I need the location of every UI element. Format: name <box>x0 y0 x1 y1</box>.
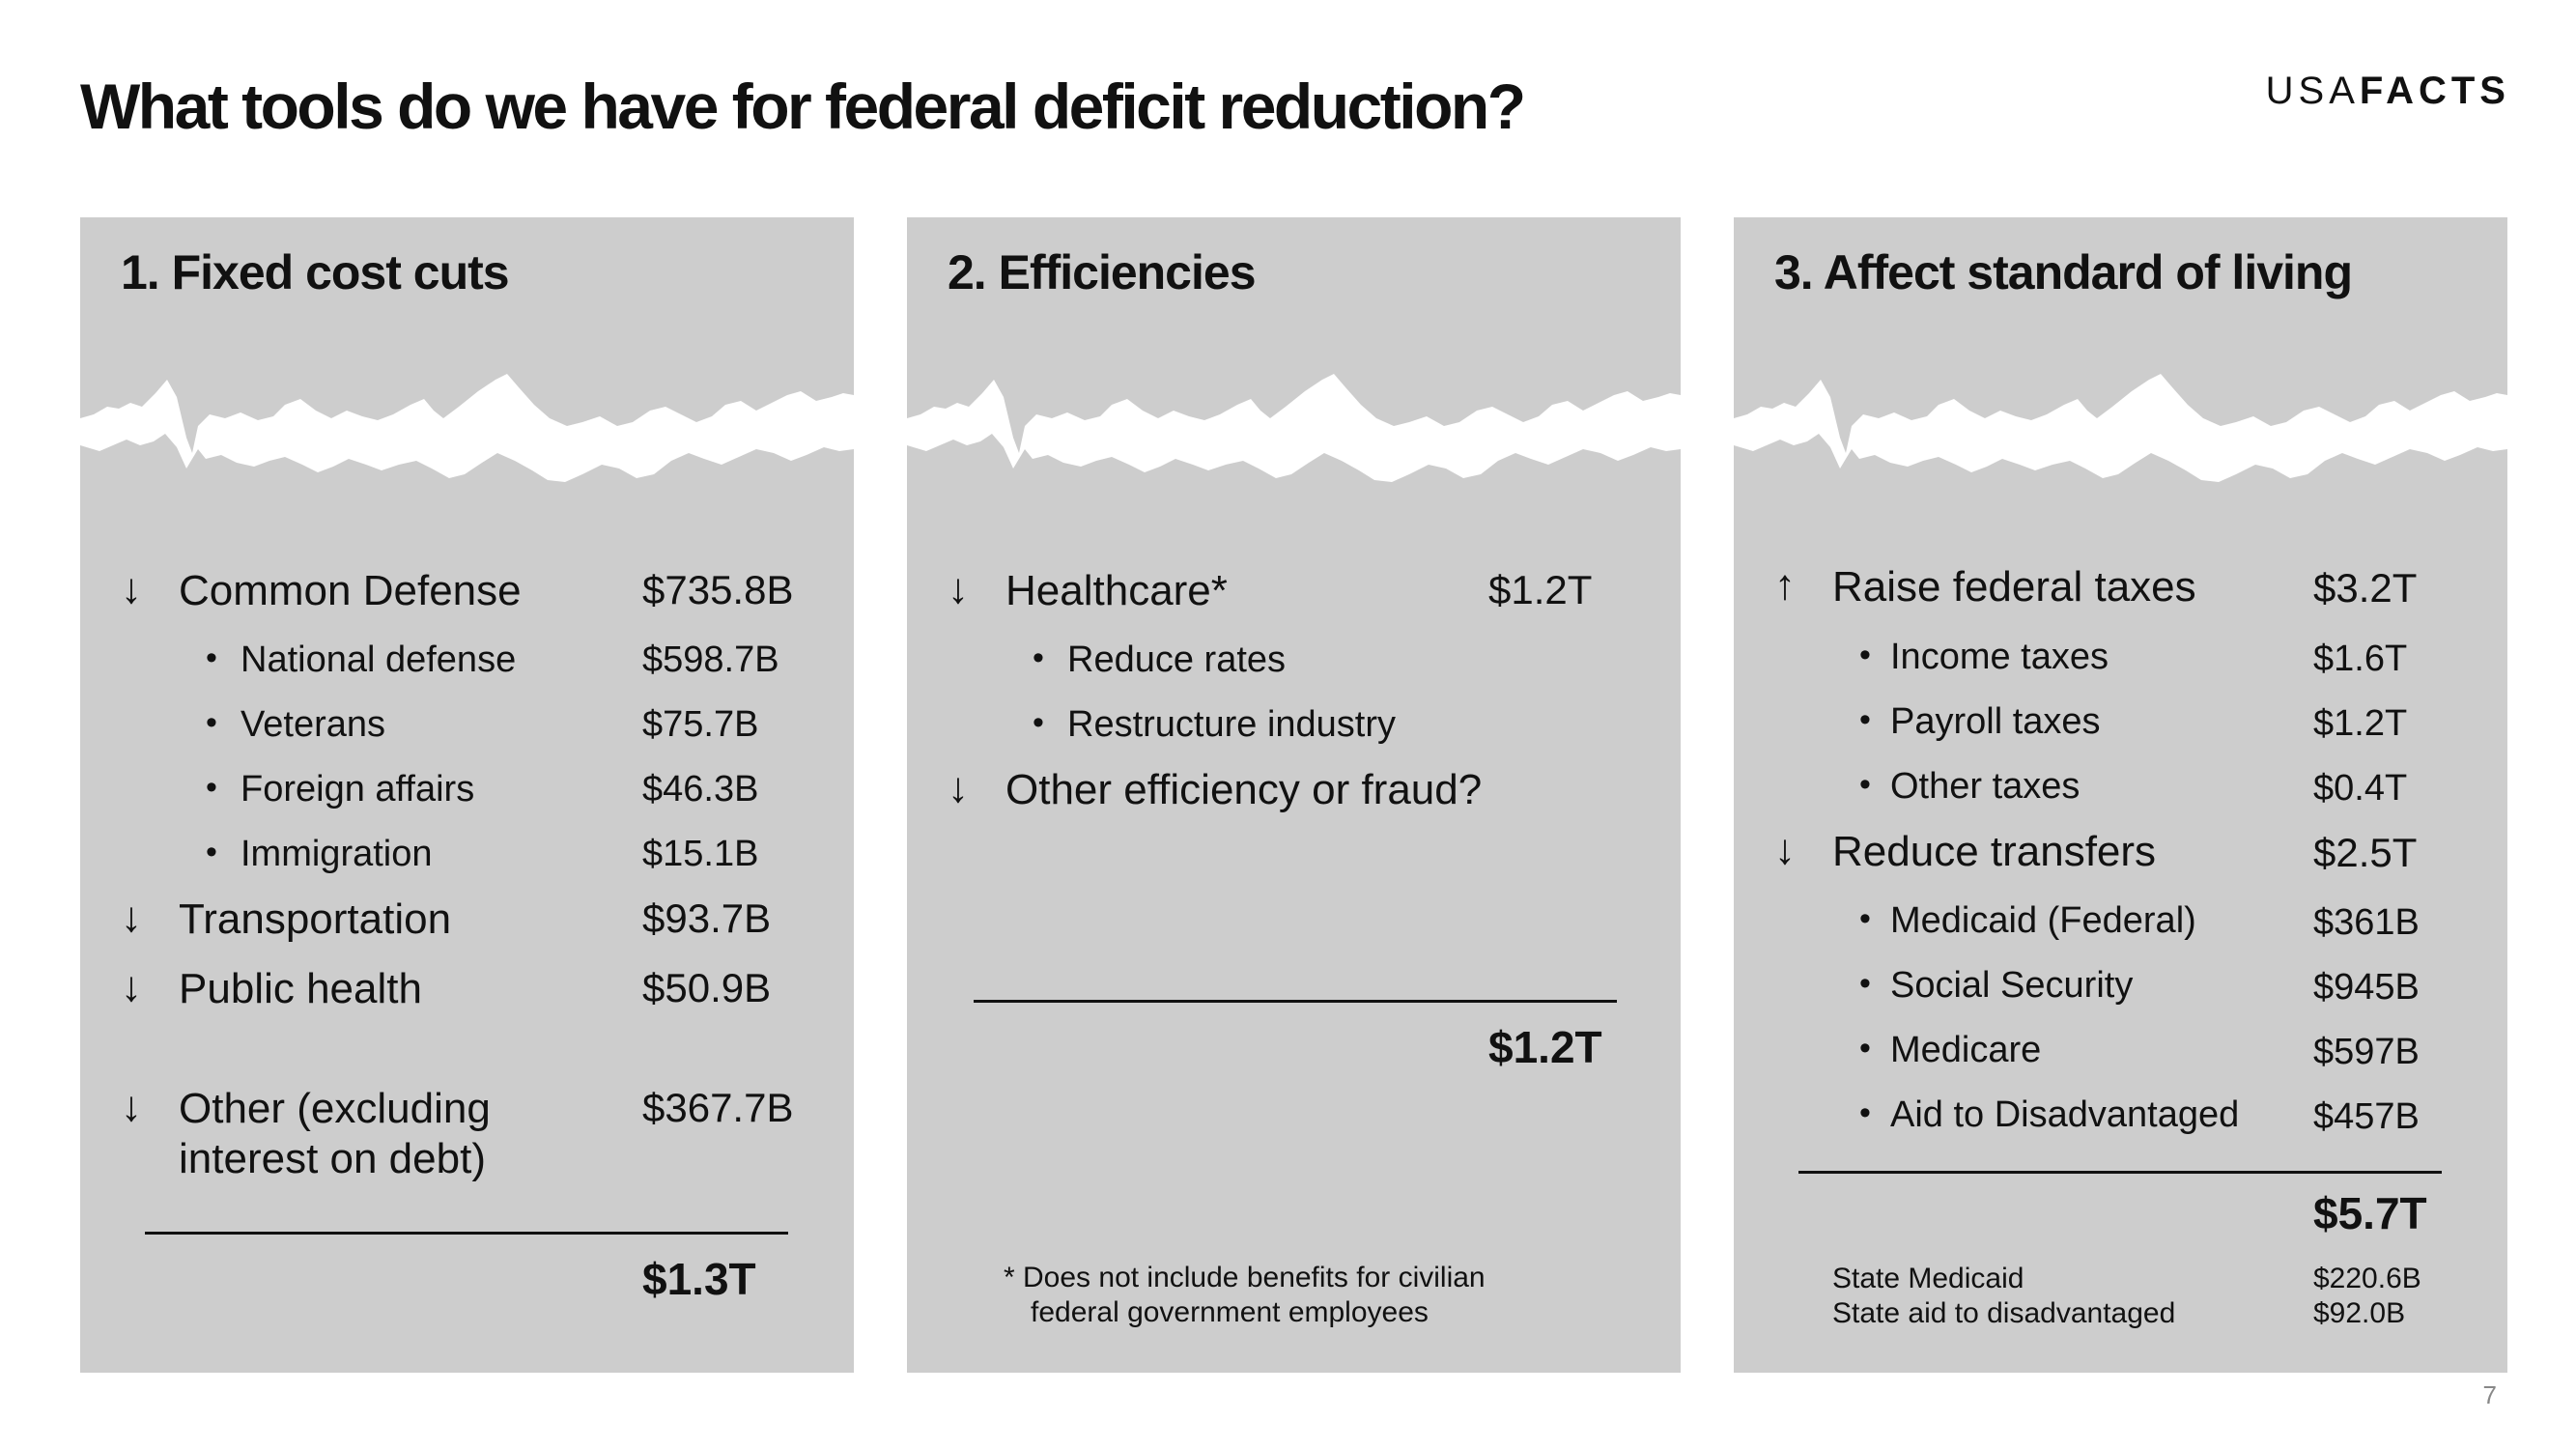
panel-title: 2. Efficiencies <box>948 245 1256 299</box>
sub-item-value: $75.7B <box>642 704 759 745</box>
bullet-icon: • <box>1033 704 1044 741</box>
panel-fixed-cost-cuts: 1. Fixed cost cuts ↓ Common Defense $735… <box>80 217 854 1373</box>
footnote-line-1: * Does not include benefits for civilian <box>1004 1262 1486 1293</box>
down-arrow-icon: ↓ <box>121 963 142 1010</box>
item-label: Transportation <box>179 895 452 943</box>
sub-item-label: Medicaid (Federal) <box>1890 900 2196 941</box>
page-number: 7 <box>2482 1380 2497 1409</box>
footnote-line-2: federal government employees <box>1031 1296 1429 1328</box>
logo-part-1: USA <box>2265 70 2360 112</box>
bullet-icon: • <box>1859 900 1871 937</box>
down-arrow-icon: ↓ <box>121 565 142 612</box>
item-value: $50.9B <box>642 965 772 1010</box>
bullet-icon: • <box>206 639 217 676</box>
bullet-icon: • <box>206 769 217 806</box>
total-divider <box>145 1232 788 1235</box>
down-arrow-icon: ↓ <box>948 764 969 811</box>
item-value: $1.2T <box>1488 567 1593 612</box>
total-divider <box>1798 1171 2442 1174</box>
item-value: $367.7B <box>642 1085 794 1130</box>
sub-item-label: National defense <box>241 639 517 680</box>
bullet-icon: • <box>1859 766 1871 803</box>
item-label: Raise federal taxes <box>1832 563 2196 611</box>
sub-item-label: Other taxes <box>1890 766 2081 807</box>
panel-efficiencies: 2. Efficiencies ↓ Healthcare* $1.2T • Re… <box>907 217 1681 1373</box>
item-value: $93.7B <box>642 895 772 941</box>
item-label: Other (excluding <box>179 1085 491 1132</box>
state-row-label: State aid to disadvantaged <box>1832 1297 2176 1329</box>
bullet-icon: • <box>1033 639 1044 676</box>
bullet-icon: • <box>1859 1030 1871 1066</box>
panel-standard-of-living: 3. Affect standard of living ↑ Raise fed… <box>1734 217 2507 1373</box>
sub-item-value: $0.4T <box>2313 768 2408 809</box>
state-row-value: $92.0B <box>2313 1297 2406 1329</box>
bullet-icon: • <box>1859 965 1871 1002</box>
state-row-value: $220.6B <box>2313 1263 2421 1294</box>
sub-item-label: Reduce rates <box>1067 639 1287 680</box>
item-label: Public health <box>179 965 422 1012</box>
sub-item-value: $1.2T <box>2313 703 2408 744</box>
sub-item-label: Social Security <box>1890 965 2134 1006</box>
total-divider <box>974 1000 1617 1003</box>
panel-title: 1. Fixed cost cuts <box>121 245 510 299</box>
sub-item-value: $15.1B <box>642 834 759 874</box>
down-arrow-icon: ↓ <box>1774 826 1796 873</box>
panel-total: $1.3T <box>642 1254 756 1304</box>
sub-item-label: Foreign affairs <box>241 769 475 810</box>
torn-paper-divider <box>80 374 854 482</box>
sub-item-label: Payroll taxes <box>1890 701 2101 742</box>
item-label: Reduce transfers <box>1832 828 2157 875</box>
sub-item-value: $46.3B <box>642 769 759 810</box>
panel-total: $1.2T <box>1488 1022 1602 1072</box>
torn-paper-divider <box>1734 374 2507 482</box>
usafacts-logo: USAFACTS <box>2266 70 2510 113</box>
down-arrow-icon: ↓ <box>948 565 969 612</box>
item-label: Other efficiency or fraud? <box>1005 766 1483 813</box>
bullet-icon: • <box>206 704 217 741</box>
logo-part-2: FACTS <box>2359 70 2510 112</box>
bullet-icon: • <box>206 834 217 870</box>
item-label: Common Defense <box>179 567 522 614</box>
page-title: What tools do we have for federal defici… <box>80 71 1526 142</box>
panel-title: 3. Affect standard of living <box>1774 245 2353 299</box>
sub-item-label: Income taxes <box>1890 637 2109 677</box>
sub-item-label: Aid to Disadvantaged <box>1890 1094 2240 1135</box>
bullet-icon: • <box>1859 701 1871 738</box>
item-label: Healthcare* <box>1005 567 1228 614</box>
sub-item-value: $945B <box>2313 967 2420 1008</box>
down-arrow-icon: ↓ <box>121 1083 142 1130</box>
state-row-label: State Medicaid <box>1832 1263 2024 1294</box>
sub-item-label: Veterans <box>241 704 385 745</box>
up-arrow-icon: ↑ <box>1774 561 1796 609</box>
item-label-continued: interest on debt) <box>179 1135 486 1182</box>
item-value: $3.2T <box>2313 565 2418 611</box>
bullet-icon: • <box>1859 637 1871 673</box>
sub-item-label: Restructure industry <box>1067 704 1397 745</box>
sub-item-label: Immigration <box>241 834 433 874</box>
down-arrow-icon: ↓ <box>121 894 142 941</box>
sub-item-value: $598.7B <box>642 639 779 680</box>
bullet-icon: • <box>1859 1094 1871 1131</box>
sub-item-value: $1.6T <box>2313 639 2408 679</box>
item-value: $2.5T <box>2313 830 2418 875</box>
item-value: $735.8B <box>642 567 794 612</box>
sub-item-value: $457B <box>2313 1096 2420 1137</box>
panel-total: $5.7T <box>2313 1188 2427 1238</box>
sub-item-label: Medicare <box>1890 1030 2042 1070</box>
sub-item-value: $361B <box>2313 902 2420 943</box>
sub-item-value: $597B <box>2313 1032 2420 1072</box>
torn-paper-divider <box>907 374 1681 482</box>
